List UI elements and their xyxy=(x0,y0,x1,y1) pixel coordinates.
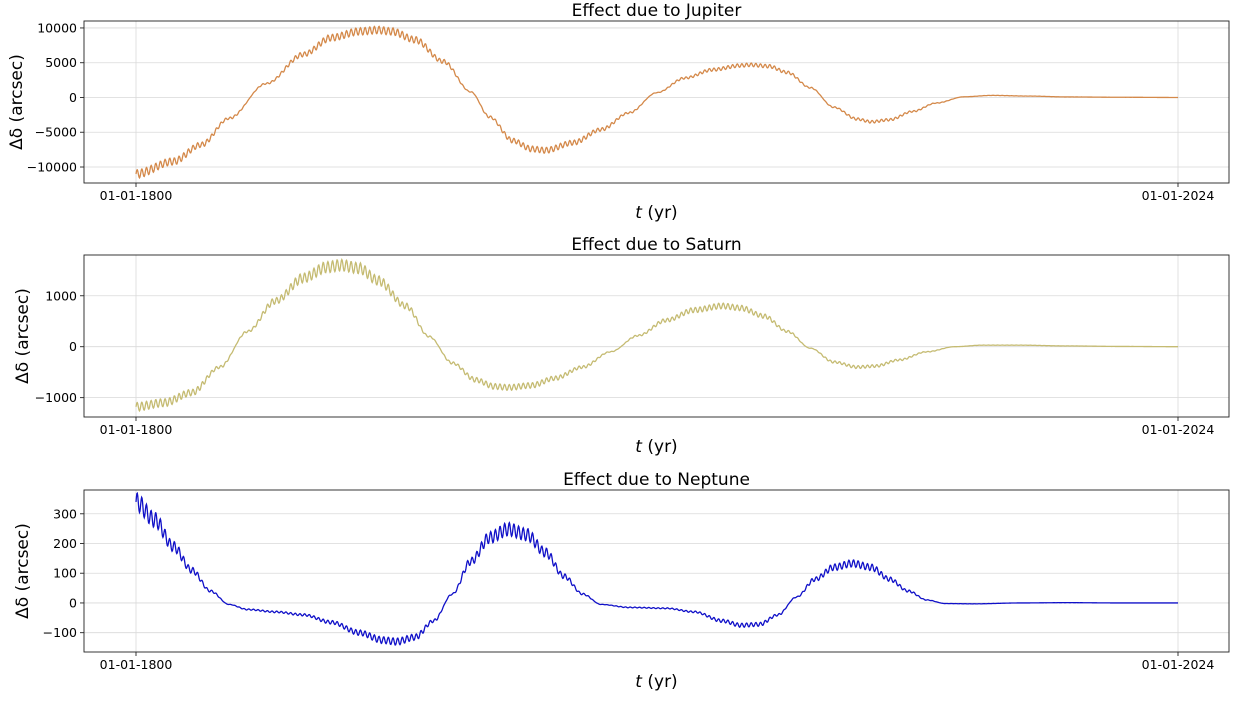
y-tick-label: −1000 xyxy=(35,390,77,405)
y-axis-label: Δδ (arcsec) xyxy=(13,523,33,619)
y-tick-label: −5000 xyxy=(35,125,77,140)
chart-title: Effect due to Jupiter xyxy=(572,1,742,21)
chart-title: Effect due to Saturn xyxy=(571,235,741,255)
chart-panel-2: −1000 0 1000 01-01-1800 01-01-2024 Effect due… xyxy=(13,235,1230,457)
chart-panel-1: −10000 −5000 0 5000 10000 01-01-1800 01-01-202… xyxy=(7,1,1230,223)
y-tick-label: 100 xyxy=(53,566,77,581)
series-line xyxy=(135,491,1178,646)
plot-frame xyxy=(83,489,1230,653)
chart-title: Effect due to Neptune xyxy=(563,470,750,490)
plot-frame xyxy=(83,20,1230,184)
y-tick-label: 1000 xyxy=(45,288,77,303)
y-tick-label: 0 xyxy=(69,339,77,354)
series-line xyxy=(135,257,1178,413)
x-axis-label: t (yr) xyxy=(635,437,677,457)
x-tick-label: 01-01-2024 xyxy=(1142,188,1215,203)
y-tick-label: −10000 xyxy=(27,160,77,175)
y-tick-label: 300 xyxy=(53,506,77,521)
x-axis-label: t (yr) xyxy=(635,203,677,223)
y-axis-label: Δδ (arcsec) xyxy=(7,54,27,150)
x-tick-label: 01-01-1800 xyxy=(100,188,173,203)
y-tick-label: 200 xyxy=(53,536,77,551)
y-tick-label: 5000 xyxy=(45,55,77,70)
x-tick-label: 01-01-2024 xyxy=(1142,657,1215,672)
x-tick-label: 01-01-1800 xyxy=(100,422,173,437)
y-tick-label: 0 xyxy=(69,90,77,105)
y-axis-label: Δδ (arcsec) xyxy=(13,288,33,384)
x-axis-label: t (yr) xyxy=(635,672,677,692)
chart-panel-3: −100 0 100 200 300 01-01-1800 01-01-2024 Effect… xyxy=(13,470,1230,692)
plot-frame xyxy=(83,254,1230,418)
x-tick-label: 01-01-1800 xyxy=(100,657,173,672)
y-tick-label: 0 xyxy=(69,595,77,610)
y-tick-label: −100 xyxy=(43,625,77,640)
y-tick-label: 10000 xyxy=(37,20,77,35)
series-line xyxy=(135,25,1178,180)
x-tick-label: 01-01-2024 xyxy=(1142,422,1215,437)
